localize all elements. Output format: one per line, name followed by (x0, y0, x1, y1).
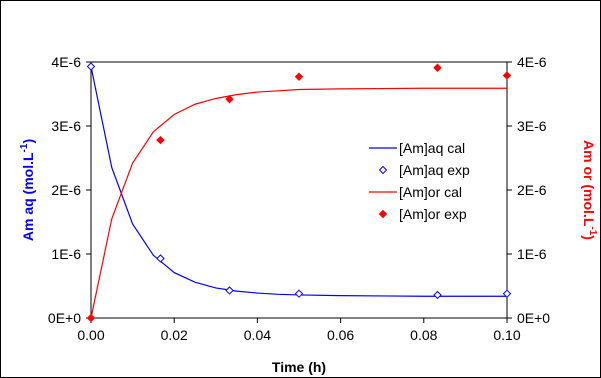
y-left-tick-label: 4E-6 (51, 54, 81, 70)
y-axis-left-title-main: Am aq (mol.L (20, 152, 36, 241)
x-tick-label: 0.06 (327, 327, 354, 343)
x-tick-label: 0.02 (161, 327, 188, 343)
y-right-tick-label: 0E+0 (517, 310, 550, 326)
legend-label-am-aq-cal: [Am]aq cal (399, 140, 465, 156)
data-point-am-aq-exp (86, 62, 96, 71)
y-left-tick-label: 3E-6 (51, 118, 81, 134)
data-point-am-or-exp (433, 63, 442, 72)
x-tick-label: 0.08 (410, 327, 437, 343)
y-axis-right-title-sup: -1 (587, 226, 598, 235)
y-axis-right: 0E+0 1E-6 2E-6 3E-6 4E-6 (507, 54, 550, 326)
x-axis: 0.00 0.02 0.04 0.06 0.08 0.10 (77, 318, 521, 343)
data-point-am-aq-exp (156, 254, 165, 263)
y-axis-right-title: Am or (mol.L-1) (581, 140, 598, 240)
y-right-tick-label: 1E-6 (517, 246, 547, 262)
legend-label-am-or-cal: [Am]or cal (399, 184, 462, 200)
data-point-am-aq-exp (433, 290, 442, 300)
series-layer (86, 62, 512, 323)
x-axis-title: Time (h) (272, 359, 326, 375)
y-axis-left-title: Am aq (mol.L-1) (19, 139, 36, 241)
y-right-tick-label: 4E-6 (517, 54, 547, 70)
series-line-am-aq-cal (90, 66, 507, 297)
data-point-am-aq-exp (225, 286, 234, 295)
y-axis-left: 0E+0 1E-6 2E-6 3E-6 4E-6 (48, 54, 91, 326)
legend-label-am-aq-exp: [Am]aq exp (399, 162, 470, 178)
y-axis-left-title-sup: -1 (19, 143, 30, 152)
data-point-am-or-exp (294, 72, 304, 81)
data-point-am-aq-exp (294, 289, 304, 298)
y-right-tick-label: 3E-6 (517, 118, 547, 134)
x-tick-label: 0.00 (77, 327, 104, 343)
legend-label-am-or-exp: [Am]or exp (399, 206, 467, 222)
legend: [Am]aq cal [Am]aq exp [Am]or cal [Am]or exp (369, 140, 470, 222)
y-right-tick-label: 2E-6 (517, 182, 547, 198)
data-point-am-or-exp (225, 94, 234, 104)
y-axis-right-title-close: ) (581, 235, 597, 240)
x-tick-label: 0.10 (493, 327, 520, 343)
data-point-am-or-exp (86, 313, 96, 323)
y-left-tick-label: 2E-6 (51, 182, 81, 198)
data-point-am-or-exp (156, 135, 165, 145)
data-point-am-or-exp (502, 71, 512, 80)
y-left-tick-label: 1E-6 (51, 246, 81, 262)
x-tick-label: 0.04 (244, 327, 271, 343)
y-axis-left-title-close: ) (20, 139, 36, 144)
legend-marker-am-or-exp (378, 209, 388, 219)
data-point-am-aq-exp (502, 289, 512, 298)
y-axis-right-title-main: Am or (mol.L (581, 140, 597, 227)
series-line-am-or-cal (90, 87, 507, 319)
legend-marker-am-aq-exp (378, 165, 388, 175)
y-left-tick-label: 0E+0 (48, 310, 81, 326)
